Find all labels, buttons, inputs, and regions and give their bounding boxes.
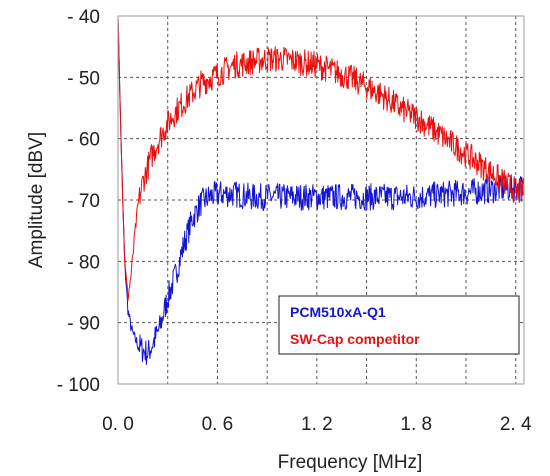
y-tick-label: - 40 [67, 7, 100, 28]
x-tick-label: 0. 0 [102, 414, 134, 435]
legend: PCM510xA-Q1 SW-Cap competitor [278, 295, 520, 355]
y-tick-label: - 100 [57, 375, 100, 396]
legend-entry-pcm510xa-q1: PCM510xA-Q1 [290, 304, 386, 320]
x-axis-label: Frequency [MHz] [278, 452, 423, 473]
x-tick-label: 1. 2 [301, 414, 333, 435]
x-tick-label: 0. 6 [202, 414, 234, 435]
series-layer [117, 15, 525, 365]
y-tick-label: - 80 [67, 252, 100, 273]
plot-frame [117, 15, 525, 385]
ticks: 0. 0 0. 6 1. 2 1. 8 2. 4 - 40 - 50 - 60 - 70 - 80… [57, 7, 532, 435]
x-tick-label: 2. 4 [500, 414, 532, 435]
legend-entry-sw-cap-competitor: SW-Cap competitor [290, 331, 420, 347]
x-tick-label: 1. 8 [400, 414, 432, 435]
legend-box [278, 295, 520, 355]
series-line-sw-cap-competitor [117, 15, 525, 302]
y-tick-label: - 90 [67, 314, 100, 335]
y-tick-label: - 70 [67, 191, 100, 212]
y-tick-label: - 60 [67, 130, 100, 151]
y-axis-label: Amplitude [dBV] [26, 132, 47, 268]
series-line-pcm510xa-q1 [117, 17, 525, 365]
y-tick-label: - 50 [67, 68, 100, 89]
